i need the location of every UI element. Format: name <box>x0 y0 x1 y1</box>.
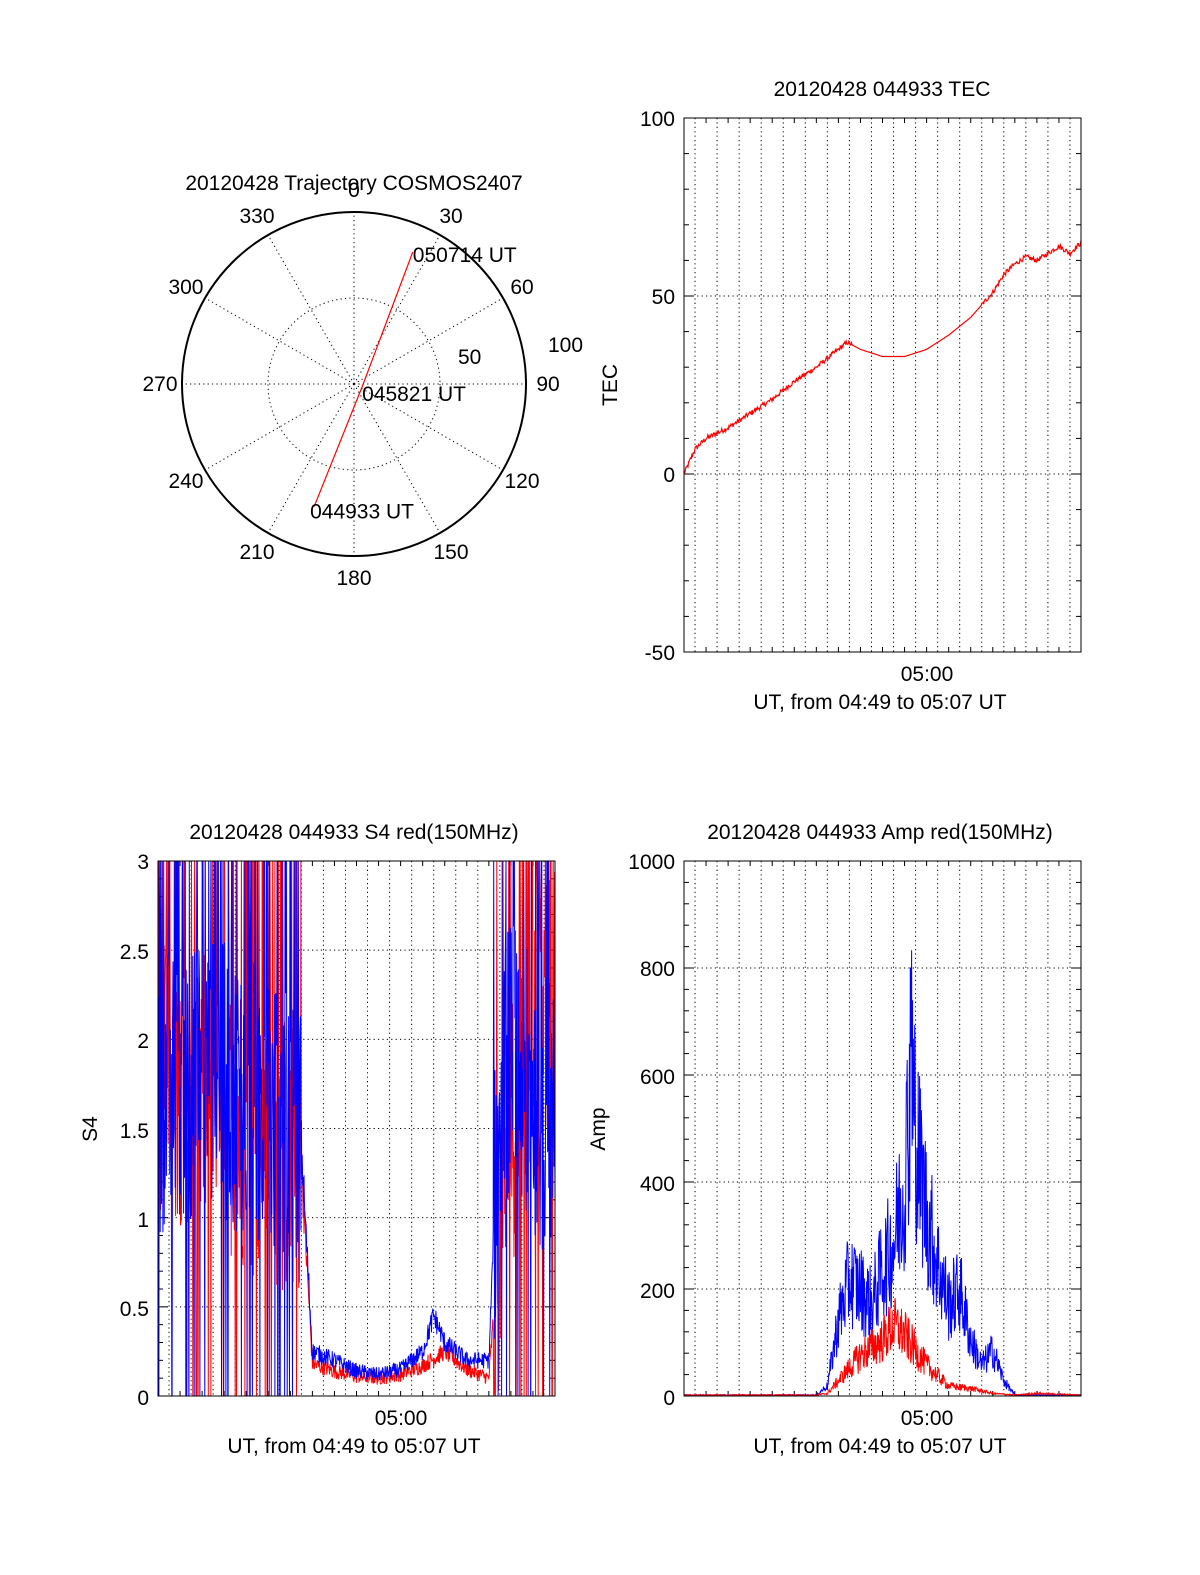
amp-ticks <box>683 860 1082 1397</box>
amp-ytick-label: 800 <box>640 958 675 981</box>
s4-plot-frame <box>157 860 556 1397</box>
s4-series-line <box>157 860 556 1397</box>
polar-spoke <box>353 297 504 385</box>
polar-angle-label: 300 <box>168 276 203 299</box>
tec-plot-frame <box>683 117 1082 653</box>
s4-y-axis-label: S4 <box>79 1116 102 1142</box>
amp-ytick-label: 400 <box>640 1173 675 1196</box>
amp-chart: 20120428 044933 Amp red(150MHz) 0 200 40… <box>587 821 1082 1458</box>
polar-spoke <box>204 297 355 385</box>
polar-radial-label-100: 100 <box>548 334 583 357</box>
amp-gridlines <box>684 861 1081 1396</box>
amp-blue-series <box>683 950 1082 1397</box>
polar-outer-ring <box>181 211 527 557</box>
polar-angle-label: 240 <box>168 470 203 493</box>
amp-xtick-label: 05:00 <box>901 1407 954 1430</box>
tec-chart: 20120428 044933 TEC 100 50 0 -50 05:00 U… <box>599 78 1082 714</box>
tec-ytick-label: -50 <box>645 642 675 665</box>
tec-xtick-label: 05:00 <box>901 663 954 686</box>
s4-ytick-label: 1 <box>137 1209 149 1232</box>
polar-title: 20120428 Trajectory COSMOS2407 <box>185 172 522 195</box>
polar-angle-labels: 0 30 60 90 120 150 180 210 240 270 300 330 <box>142 179 559 590</box>
s4-ytick-label: 2.5 <box>120 941 149 964</box>
polar-angle-label: 0 <box>348 179 360 202</box>
s4-ytick-label: 3 <box>137 851 149 874</box>
amp-series-line <box>683 950 1082 1397</box>
polar-angle-label: 150 <box>433 541 468 564</box>
polar-angle-label: 30 <box>439 205 462 228</box>
tec-series-line <box>683 240 1082 475</box>
tec-y-axis-label: TEC <box>599 364 622 406</box>
tec-ticks <box>683 117 1082 653</box>
s4-x-axis-label: UT, from 04:49 to 05:07 UT <box>227 1435 480 1458</box>
s4-title: 20120428 044933 S4 red(150MHz) <box>189 821 518 844</box>
s4-ytick-label: 1.5 <box>120 1120 149 1143</box>
amp-ytick-label: 200 <box>640 1280 675 1303</box>
trajectory-point-label: 050714 UT <box>413 244 517 267</box>
amp-ytick-label: 0 <box>663 1387 675 1410</box>
tec-title: 20120428 044933 TEC <box>774 78 991 101</box>
amp-ytick-label: 1000 <box>628 851 675 874</box>
polar-spoke <box>267 234 355 385</box>
polar-angle-label: 120 <box>504 470 539 493</box>
s4-ytick-label: 0.5 <box>120 1298 149 1321</box>
trajectory-point-label: 045821 UT <box>362 383 466 406</box>
polar-angle-label: 210 <box>239 541 274 564</box>
s4-ytick-label: 2 <box>137 1030 149 1053</box>
tec-ytick-label: 0 <box>663 464 675 487</box>
polar-angle-label: 180 <box>336 567 371 590</box>
tec-x-axis-label: UT, from 04:49 to 05:07 UT <box>753 691 1006 714</box>
tec-ytick-label: 50 <box>652 286 675 309</box>
amp-series-line <box>683 1298 1082 1397</box>
polar-chart: 20120428 Trajectory COSMOS2407 0 30 60 90 12… <box>142 172 583 590</box>
polar-angle-label: 270 <box>142 373 177 396</box>
polar-radial-label-50: 50 <box>458 346 481 369</box>
s4-xtick-label: 05:00 <box>375 1407 428 1430</box>
amp-ytick-label: 600 <box>640 1066 675 1089</box>
polar-angle-label: 60 <box>510 276 533 299</box>
s4-chart: 20120428 044933 S4 red(150MHz) 0 0.5 1 1… <box>79 821 556 1458</box>
trajectory-line <box>313 251 414 507</box>
trajectory-point-label: 044933 UT <box>310 501 414 524</box>
amp-plot-frame <box>683 860 1082 1397</box>
tec-gridlines <box>684 118 1081 652</box>
amp-title: 20120428 044933 Amp red(150MHz) <box>707 821 1053 844</box>
polar-angle-label: 90 <box>536 373 559 396</box>
s4-ytick-label: 0 <box>137 1387 149 1410</box>
amp-x-axis-label: UT, from 04:49 to 05:07 UT <box>753 1435 1006 1458</box>
tec-ytick-label: 100 <box>640 108 675 131</box>
polar-angle-label: 330 <box>239 205 274 228</box>
amp-red-series <box>683 1298 1082 1397</box>
amp-y-axis-label: Amp <box>587 1107 610 1150</box>
s4-blue-series <box>157 860 556 1397</box>
polar-grid-ring-50 <box>267 297 441 471</box>
